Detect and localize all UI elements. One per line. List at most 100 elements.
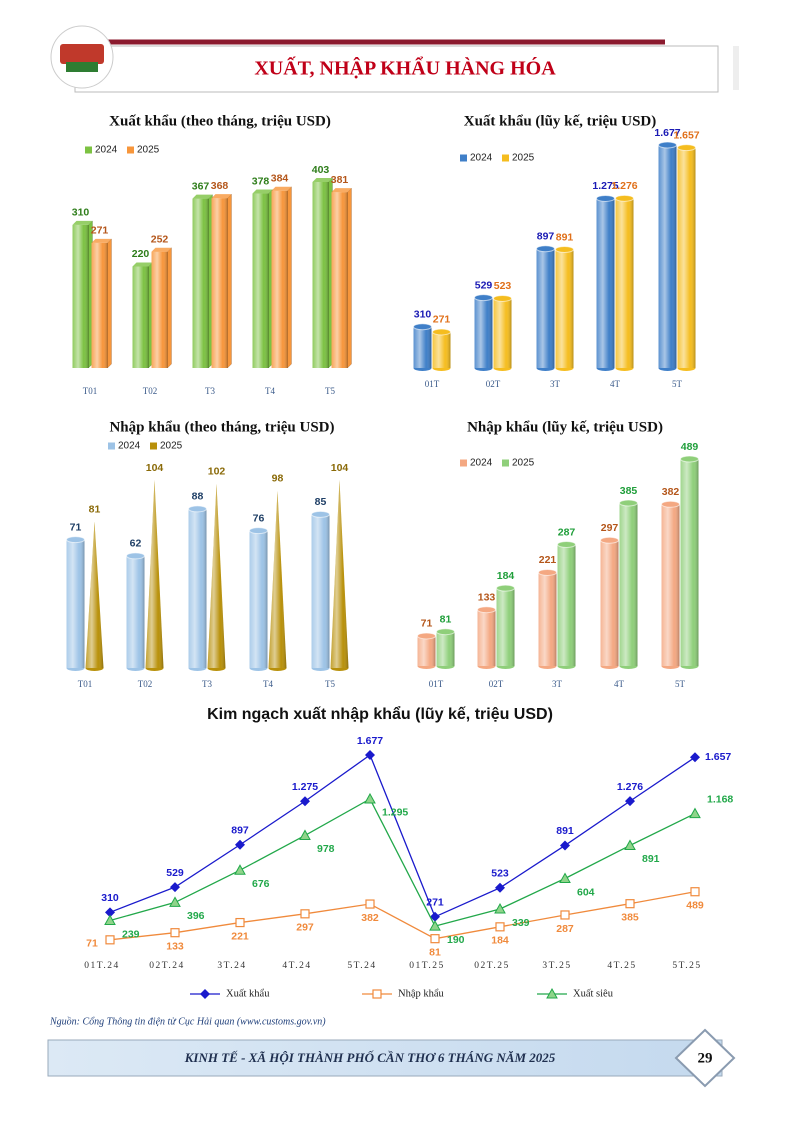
marker (495, 922, 505, 932)
marker (690, 887, 700, 897)
marker (689, 807, 701, 819)
value-label: 71 (421, 618, 433, 630)
marker (560, 840, 570, 851)
value-label: 381 (331, 174, 349, 186)
logo-icon (66, 62, 98, 72)
value-label: 1.276 (611, 180, 637, 192)
value-label: 184 (491, 935, 509, 947)
bar-shine (72, 224, 89, 368)
chart-title: Xuất khẩu (theo tháng, triệu USD) (109, 113, 331, 129)
bar (619, 499, 638, 669)
bar (661, 500, 680, 669)
bar (91, 238, 112, 369)
legend-marker (200, 989, 210, 999)
value-label: 76 (253, 512, 265, 524)
bar (311, 510, 330, 671)
bar (417, 632, 436, 669)
value-label: 221 (539, 554, 557, 566)
value-label: 339 (512, 917, 530, 929)
bar (268, 490, 287, 671)
bar-top (432, 328, 451, 336)
x-tick-label: 5T (672, 379, 683, 389)
bar-shine (596, 198, 615, 368)
bar-shine (680, 459, 699, 666)
bar-top (312, 178, 333, 182)
marker (299, 829, 311, 840)
bar (66, 536, 85, 671)
bar-shine (661, 504, 680, 666)
footer-text: KINH TẾ - XÃ HỘI THÀNH PHỐ CẦN THƠ 6 THÁ… (184, 1050, 556, 1065)
marker (170, 928, 180, 938)
value-label: 1.657 (673, 129, 699, 141)
bar (211, 193, 232, 369)
bar-shine (536, 248, 555, 368)
x-tick-label: T4 (263, 679, 273, 689)
bar (600, 536, 619, 669)
x-tick-label: 4T.24 (282, 961, 311, 971)
bar-top (192, 194, 213, 199)
value-label: 81 (429, 946, 441, 958)
bar (192, 194, 213, 369)
bar-shine (615, 198, 634, 368)
x-tick-label: 3T.25 (542, 961, 571, 971)
bar-shine (619, 503, 638, 666)
value-label: 104 (331, 462, 349, 474)
bar-top (66, 536, 85, 544)
value-label: 133 (478, 591, 496, 603)
legend-swatch (460, 154, 467, 162)
marker (430, 911, 440, 922)
bar-side (107, 238, 112, 369)
value-label: 396 (187, 910, 205, 922)
legend-label: 2024 (95, 145, 118, 156)
legend-label: 2024 (470, 153, 493, 164)
value-label: 378 (252, 175, 270, 187)
x-tick-label: 01T (425, 379, 440, 389)
legend-label: 2025 (512, 153, 535, 164)
value-label: 297 (296, 922, 314, 934)
bar (477, 606, 496, 669)
bar-top (600, 536, 619, 544)
bar-top (72, 220, 93, 225)
value-label: 489 (681, 441, 699, 453)
legend-label: 2025 (137, 145, 160, 156)
x-tick-label: 01T.25 (409, 961, 444, 971)
bar-shine (417, 635, 436, 666)
legend-label: 2025 (512, 458, 535, 469)
value-label: 891 (556, 231, 574, 243)
value-label: 190 (447, 934, 465, 946)
bar (151, 247, 172, 369)
marker (235, 917, 245, 928)
marker (495, 882, 505, 893)
source-note: Nguồn: Cổng Thông tin điện tử Cục Hải qu… (49, 1016, 326, 1027)
bar-shine (677, 147, 696, 368)
bar (413, 323, 432, 371)
value-label: 382 (361, 912, 379, 924)
bar-top (271, 186, 292, 191)
bar-shine (477, 609, 496, 666)
bar-top (126, 552, 145, 560)
value-label: 891 (642, 853, 660, 865)
bar-shine (330, 480, 349, 668)
value-label: 310 (72, 207, 90, 219)
value-label: 85 (315, 496, 327, 508)
legend-label: Nhập khẩu (398, 988, 445, 999)
x-tick-label: 3T (552, 679, 563, 689)
value-label: 529 (166, 867, 184, 879)
marker (235, 839, 245, 850)
bar (72, 220, 93, 369)
bar-shine (132, 266, 149, 368)
bar-shine (658, 145, 677, 368)
bar-side (287, 186, 292, 369)
bar-shine (145, 480, 164, 668)
bar-top (91, 238, 112, 243)
marker (105, 907, 115, 918)
bar (330, 480, 349, 671)
x-tick-label: 02T (486, 379, 501, 389)
footer-band (47, 1039, 723, 1077)
value-label: 523 (491, 868, 509, 880)
bar-shine (85, 521, 104, 668)
value-label: 88 (192, 491, 204, 503)
x-tick-label: 4T (614, 679, 625, 689)
x-tick-label: T02 (143, 386, 158, 396)
